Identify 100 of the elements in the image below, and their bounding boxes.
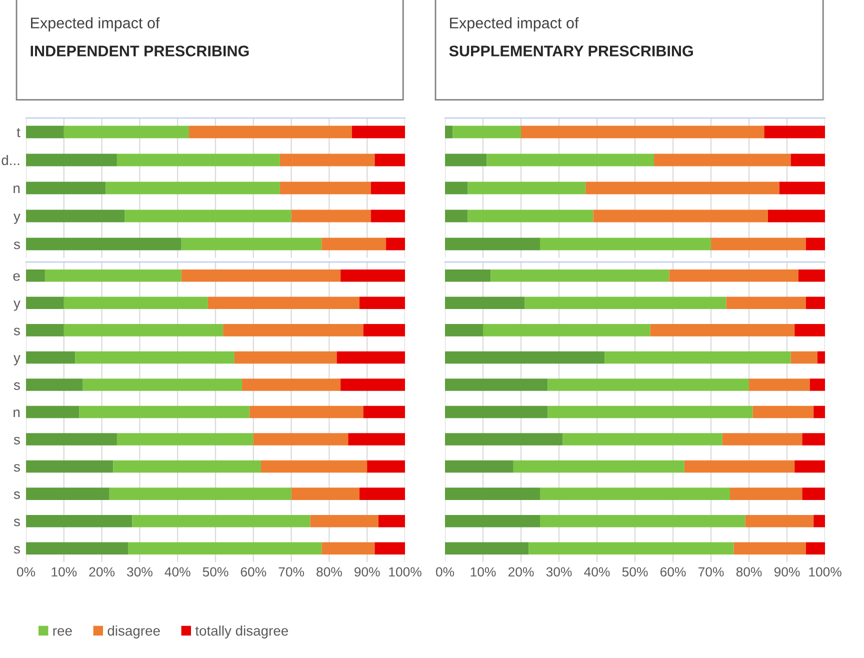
bar xyxy=(752,406,814,418)
bar xyxy=(802,433,825,446)
bar xyxy=(116,154,280,166)
bar xyxy=(360,488,405,500)
bar xyxy=(604,351,791,364)
bar xyxy=(260,460,368,473)
bar xyxy=(363,324,405,336)
y-tick-label: s xyxy=(14,436,20,444)
bar xyxy=(593,210,768,222)
bar xyxy=(486,154,654,166)
bar xyxy=(250,406,364,418)
bar xyxy=(468,210,594,222)
bar xyxy=(810,378,825,391)
y-tick-label: s xyxy=(14,546,20,554)
x-tick-label: 30% xyxy=(546,567,572,577)
bar xyxy=(336,351,405,364)
bar xyxy=(106,182,280,194)
bar xyxy=(280,182,371,194)
bar xyxy=(490,270,670,282)
bar xyxy=(310,514,378,528)
x-tick-label: 20% xyxy=(89,567,115,577)
bar xyxy=(26,126,64,138)
bar xyxy=(386,238,405,250)
bar xyxy=(445,351,605,364)
bar xyxy=(711,238,806,250)
bar xyxy=(26,296,64,310)
y-tick-label: s xyxy=(14,491,20,499)
bar xyxy=(370,210,405,222)
bar xyxy=(223,324,364,336)
bar xyxy=(794,324,825,336)
bar xyxy=(26,351,76,364)
chart-subtitle: SUPPLEMENTARY PRESCRIBING xyxy=(449,46,693,56)
chart-title: Expected impact of xyxy=(450,17,579,32)
y-tick-label: e xyxy=(13,273,20,281)
bar xyxy=(734,542,806,554)
bar xyxy=(374,154,405,166)
bar xyxy=(291,488,360,500)
bar xyxy=(64,324,224,336)
bar xyxy=(540,514,746,528)
bar xyxy=(540,238,711,250)
bar xyxy=(445,433,563,446)
bar xyxy=(181,270,341,282)
y-tick-label: d... xyxy=(2,154,20,166)
x-tick-label: 80% xyxy=(736,567,762,577)
bar xyxy=(208,296,360,310)
bar xyxy=(64,126,189,138)
x-tick-label: 60% xyxy=(240,567,266,577)
bar xyxy=(113,460,261,473)
bar xyxy=(722,433,802,446)
bar xyxy=(806,542,825,554)
x-tick-label: 50% xyxy=(202,567,228,577)
bar xyxy=(528,542,734,554)
bar xyxy=(124,210,292,222)
x-tick-label: 10% xyxy=(470,567,496,577)
x-tick-label: 20% xyxy=(508,567,534,577)
bar xyxy=(779,182,825,194)
bar xyxy=(684,460,795,473)
bar xyxy=(548,406,753,418)
bar xyxy=(132,514,310,528)
bar xyxy=(445,296,525,310)
bar xyxy=(116,433,254,446)
y-tick-label: s xyxy=(14,328,20,336)
x-tick-label: 70% xyxy=(278,567,304,577)
bar xyxy=(181,238,322,250)
y-tick-label: n xyxy=(14,186,20,194)
bar xyxy=(360,296,405,310)
y-tick-label: n xyxy=(14,410,20,418)
x-tick-label: 60% xyxy=(660,567,686,577)
bar xyxy=(26,210,125,222)
chart-subtitle: INDEPENDENT PRESCRIBING xyxy=(30,46,249,56)
bar xyxy=(749,378,810,391)
bar xyxy=(814,406,825,418)
bar xyxy=(370,182,405,194)
bar xyxy=(26,154,117,166)
bar xyxy=(745,514,814,528)
y-tick-label: s xyxy=(14,382,20,390)
bar xyxy=(340,270,405,282)
y-tick-label: y xyxy=(14,355,20,366)
x-tick-label: 50% xyxy=(622,567,648,577)
bar xyxy=(548,378,749,391)
bar xyxy=(726,296,806,310)
legend-label: totally disagree xyxy=(195,626,288,638)
bar xyxy=(586,182,780,194)
bar xyxy=(445,270,491,282)
bar xyxy=(26,488,110,500)
bar xyxy=(26,406,80,418)
bar xyxy=(445,182,468,194)
legend-label: disagree xyxy=(108,626,160,638)
x-tick-label: 40% xyxy=(584,567,610,577)
y-tick-label: s xyxy=(14,464,20,472)
bar xyxy=(322,238,386,250)
y-tick-label: s xyxy=(14,518,20,526)
x-tick-label: 90% xyxy=(354,567,380,577)
bar xyxy=(445,488,540,500)
bar xyxy=(378,514,405,528)
y-tick-label: y xyxy=(14,214,20,224)
bar xyxy=(445,460,514,473)
x-tick-label: 100% xyxy=(389,567,422,577)
bar xyxy=(26,182,106,194)
bar xyxy=(806,296,825,310)
